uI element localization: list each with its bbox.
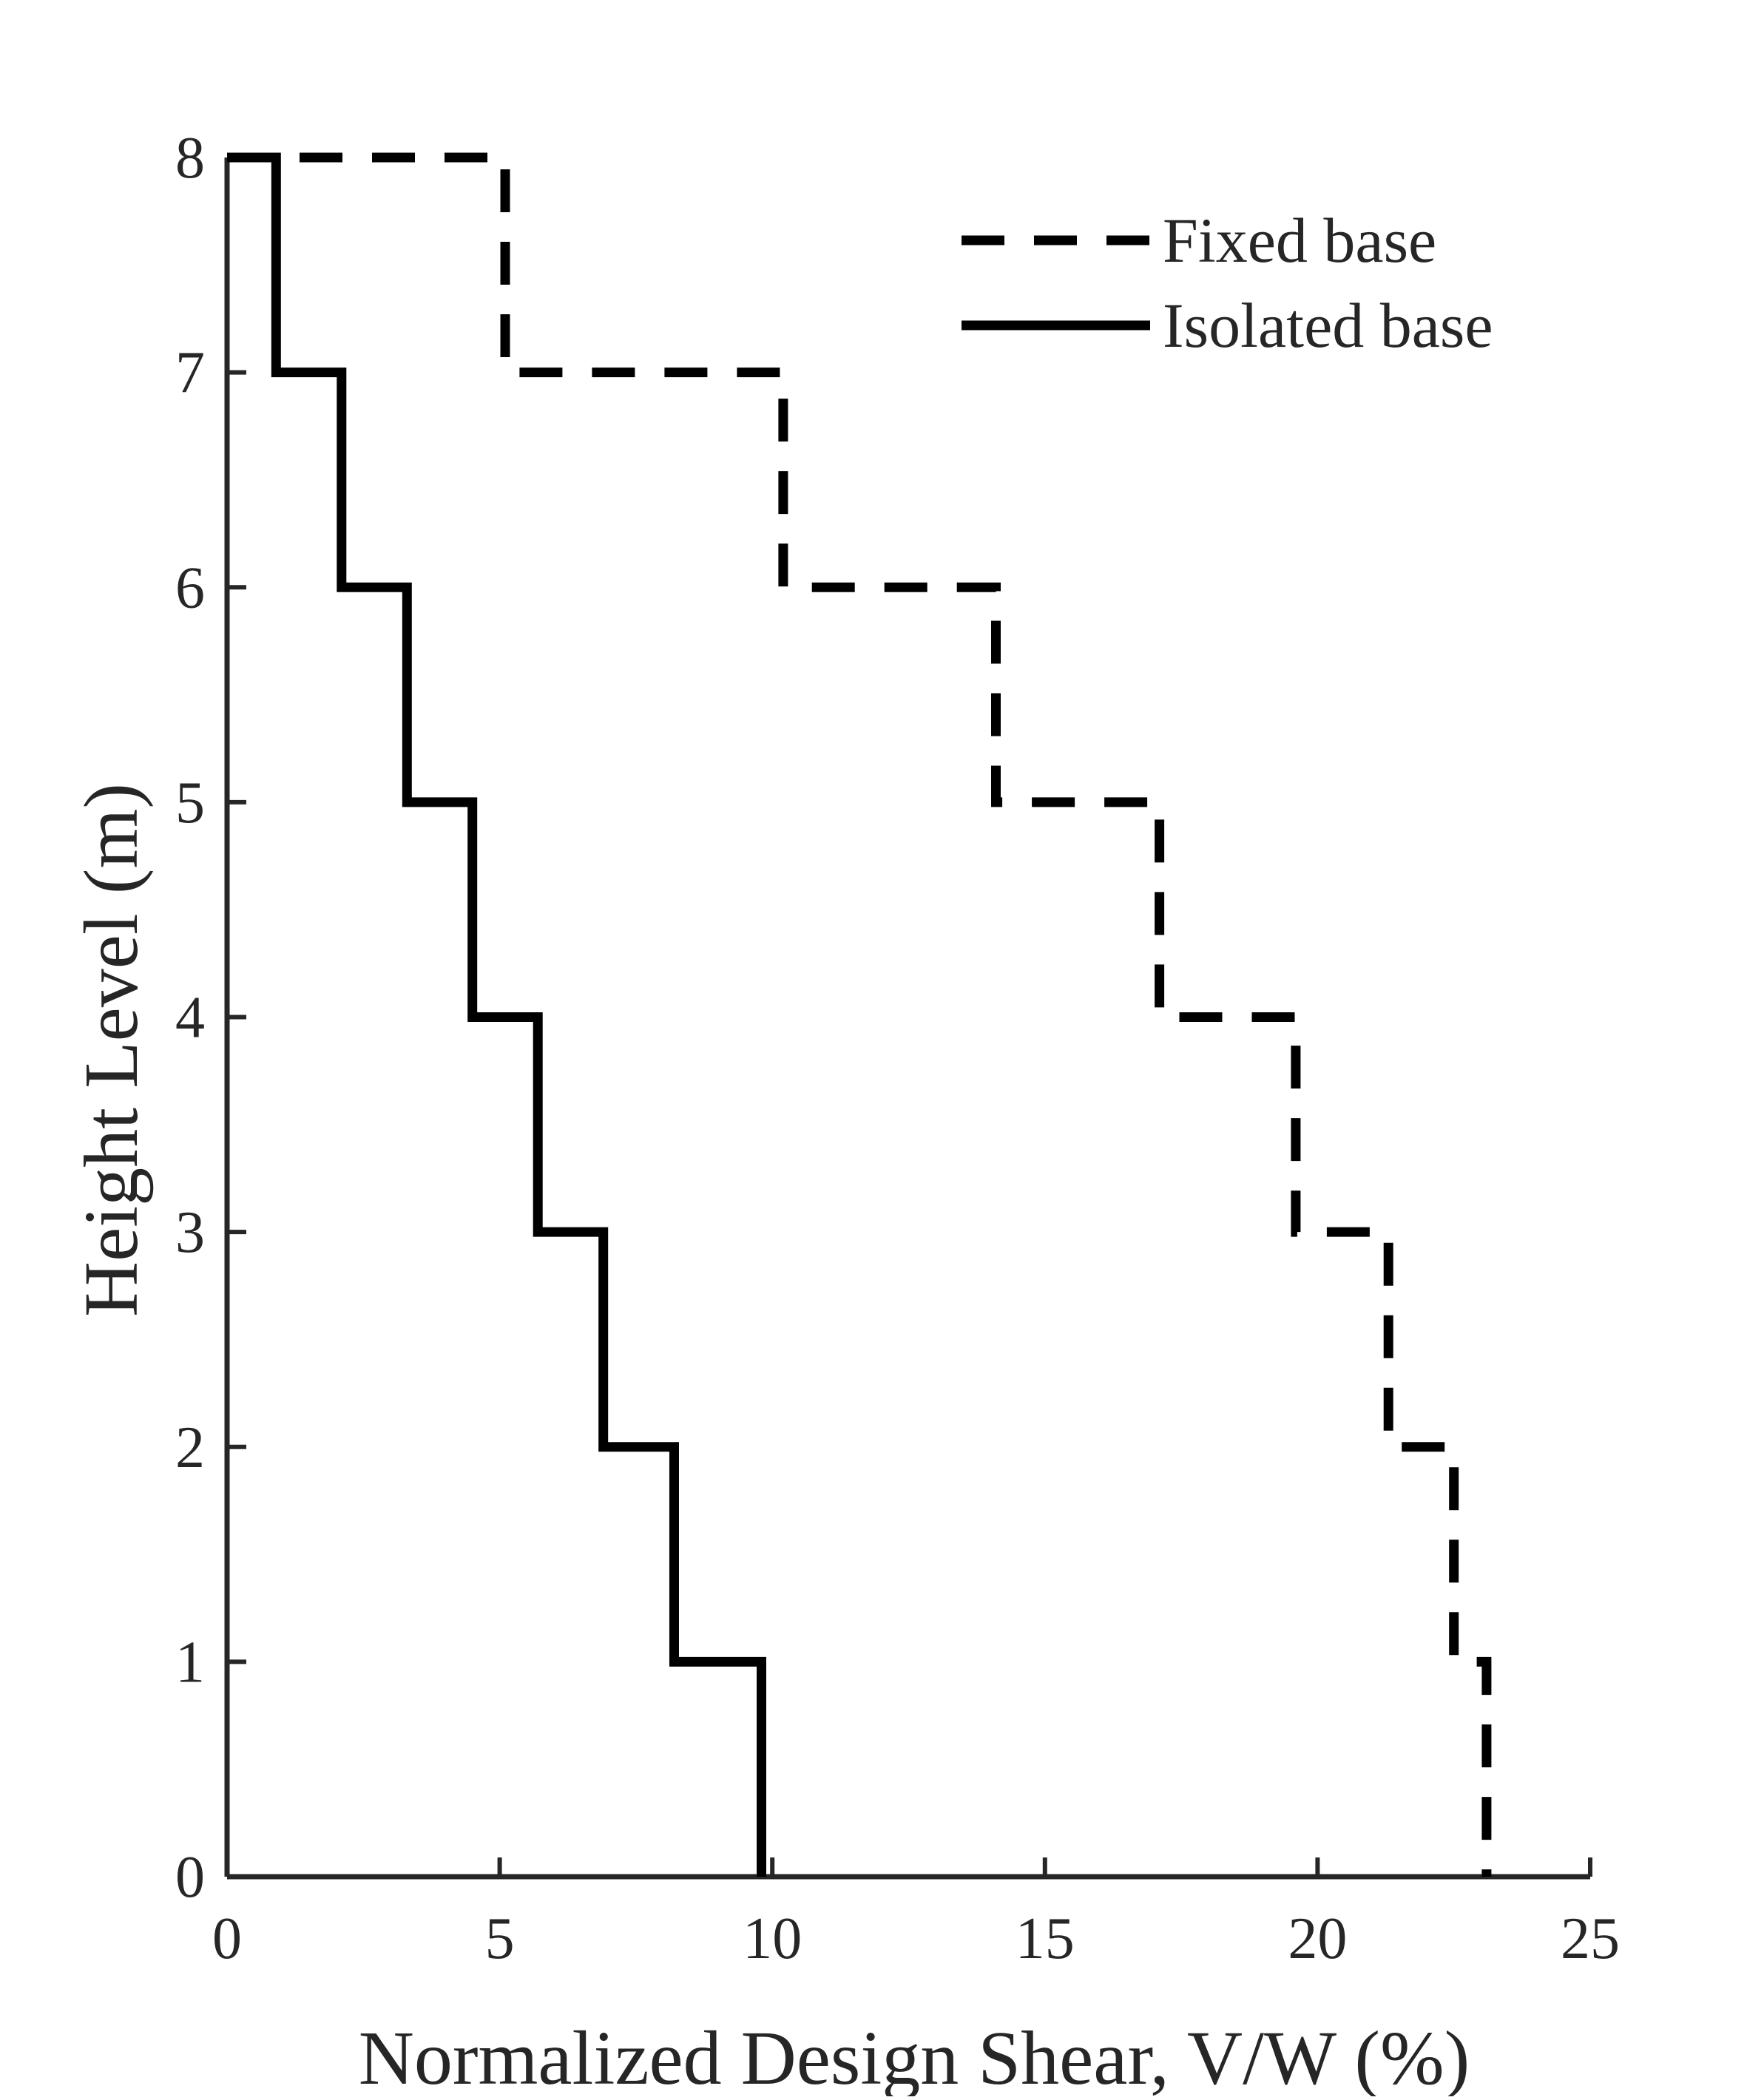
series-line-isolated-base — [227, 152, 766, 1877]
y-axis-title: Height Level (m) — [69, 783, 154, 1317]
legend-label-isolated-base: Isolated base — [1163, 290, 1493, 361]
legend-label-fixed-base: Fixed base — [1163, 205, 1436, 276]
y-tick-label: 2 — [175, 1415, 205, 1480]
series-layer — [227, 152, 1492, 1877]
x-tick-label: 15 — [1016, 1906, 1075, 1971]
tick-labels: 0 5 10 15 20 25 0 1 2 3 4 5 6 7 8 — [175, 126, 1620, 1971]
x-tick-label: 25 — [1561, 1906, 1620, 1971]
y-tick-label: 4 — [175, 986, 205, 1051]
y-tick-label: 0 — [175, 1845, 205, 1910]
x-tick-label: 10 — [743, 1906, 802, 1971]
series-line-fixed-base — [227, 152, 1492, 1877]
legend: Fixed base Isolated base — [962, 205, 1493, 361]
y-tick-label: 6 — [175, 555, 205, 620]
axes — [224, 155, 1592, 1880]
x-tick-label: 20 — [1288, 1906, 1347, 1971]
y-tick-label: 7 — [175, 341, 205, 406]
y-tick-label: 8 — [175, 126, 205, 191]
y-tick-label: 1 — [175, 1630, 205, 1695]
x-axis-title: Normalized Design Shear, V/W (%) — [359, 2016, 1470, 2096]
x-tick-label: 0 — [212, 1906, 242, 1971]
y-tick-label: 3 — [175, 1200, 205, 1265]
y-tick-label: 5 — [175, 770, 205, 836]
x-tick-label: 5 — [485, 1906, 515, 1971]
